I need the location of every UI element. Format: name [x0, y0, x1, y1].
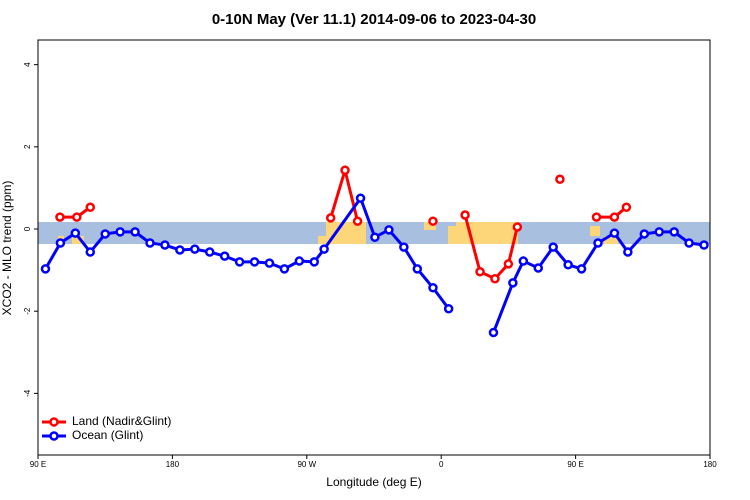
y-tick-label: 4 — [23, 62, 32, 67]
data-point — [412, 264, 423, 274]
data-point — [72, 212, 82, 222]
data-point — [639, 229, 650, 239]
data-point — [70, 228, 81, 238]
y-tick-label: -4 — [23, 389, 32, 397]
data-point — [264, 258, 275, 268]
data-point — [370, 232, 380, 242]
data-point — [294, 256, 305, 266]
data-point — [249, 257, 260, 267]
data-point — [309, 257, 320, 267]
data-point — [669, 227, 679, 237]
data-point — [355, 193, 366, 203]
y-axis-label: XCO2 - MLO trend (ppm) — [0, 181, 14, 316]
plot-frame — [37, 39, 711, 456]
data-point — [85, 202, 96, 212]
data-point — [488, 327, 499, 338]
data-point — [85, 247, 96, 257]
data-point — [548, 242, 558, 252]
data-point — [475, 266, 485, 277]
data-point — [518, 256, 529, 266]
data-point — [443, 303, 454, 314]
data-point — [175, 245, 185, 255]
data-point — [623, 247, 633, 257]
data-point — [100, 229, 110, 239]
data-point — [55, 212, 65, 222]
data-point — [654, 227, 664, 237]
data-point — [204, 247, 215, 257]
data-point — [160, 240, 170, 250]
x-tick-label: 90 E — [30, 460, 46, 469]
data-point — [352, 216, 363, 226]
data-point — [190, 244, 200, 254]
legend-marker — [49, 431, 59, 441]
legend-label: Land (Nadir&Glint) — [72, 414, 171, 428]
chart-title: 0-10N May (Ver 11.1) 2014-09-06 to 2023-… — [212, 11, 536, 28]
data-point — [591, 212, 602, 222]
data-point — [399, 242, 409, 252]
data-point — [130, 227, 140, 237]
data-point — [115, 227, 125, 237]
data-point — [319, 244, 329, 254]
data-point — [490, 273, 500, 284]
data-point — [145, 238, 155, 248]
data-point — [699, 240, 709, 250]
data-point — [503, 259, 514, 269]
legend-label: Ocean (Glint) — [72, 428, 143, 442]
y-tick-label: -2 — [23, 307, 32, 315]
data-point — [40, 264, 51, 274]
x-tick-label: 90 E — [567, 460, 583, 469]
data-point — [555, 174, 565, 185]
data-point — [325, 213, 336, 223]
legend-marker — [49, 417, 59, 427]
data-point — [428, 216, 438, 226]
x-tick-label: 0 — [439, 460, 444, 469]
data-point — [563, 260, 573, 270]
data-point — [460, 210, 470, 220]
data-point — [340, 165, 350, 176]
x-tick-label: 180 — [166, 460, 180, 469]
data-point — [512, 222, 523, 232]
data-point — [279, 264, 290, 274]
data-point — [219, 251, 230, 261]
data-point — [508, 278, 518, 288]
y-tick-label: 0 — [23, 226, 32, 231]
x-tick-label: 90 W — [297, 460, 316, 469]
y-tick-label: 2 — [23, 144, 32, 149]
data-point — [684, 238, 694, 248]
x-tick-label: 180 — [703, 460, 717, 469]
data-point — [55, 238, 66, 248]
data-point — [609, 212, 620, 222]
x-axis-label: Longitude (deg E) — [326, 475, 421, 489]
data-point — [234, 257, 245, 267]
data-point — [621, 202, 632, 212]
data-point — [593, 238, 603, 248]
data-point — [576, 264, 587, 274]
data-point — [384, 225, 394, 235]
data-point — [428, 283, 438, 293]
data-point — [533, 263, 544, 273]
data-point — [609, 228, 620, 238]
